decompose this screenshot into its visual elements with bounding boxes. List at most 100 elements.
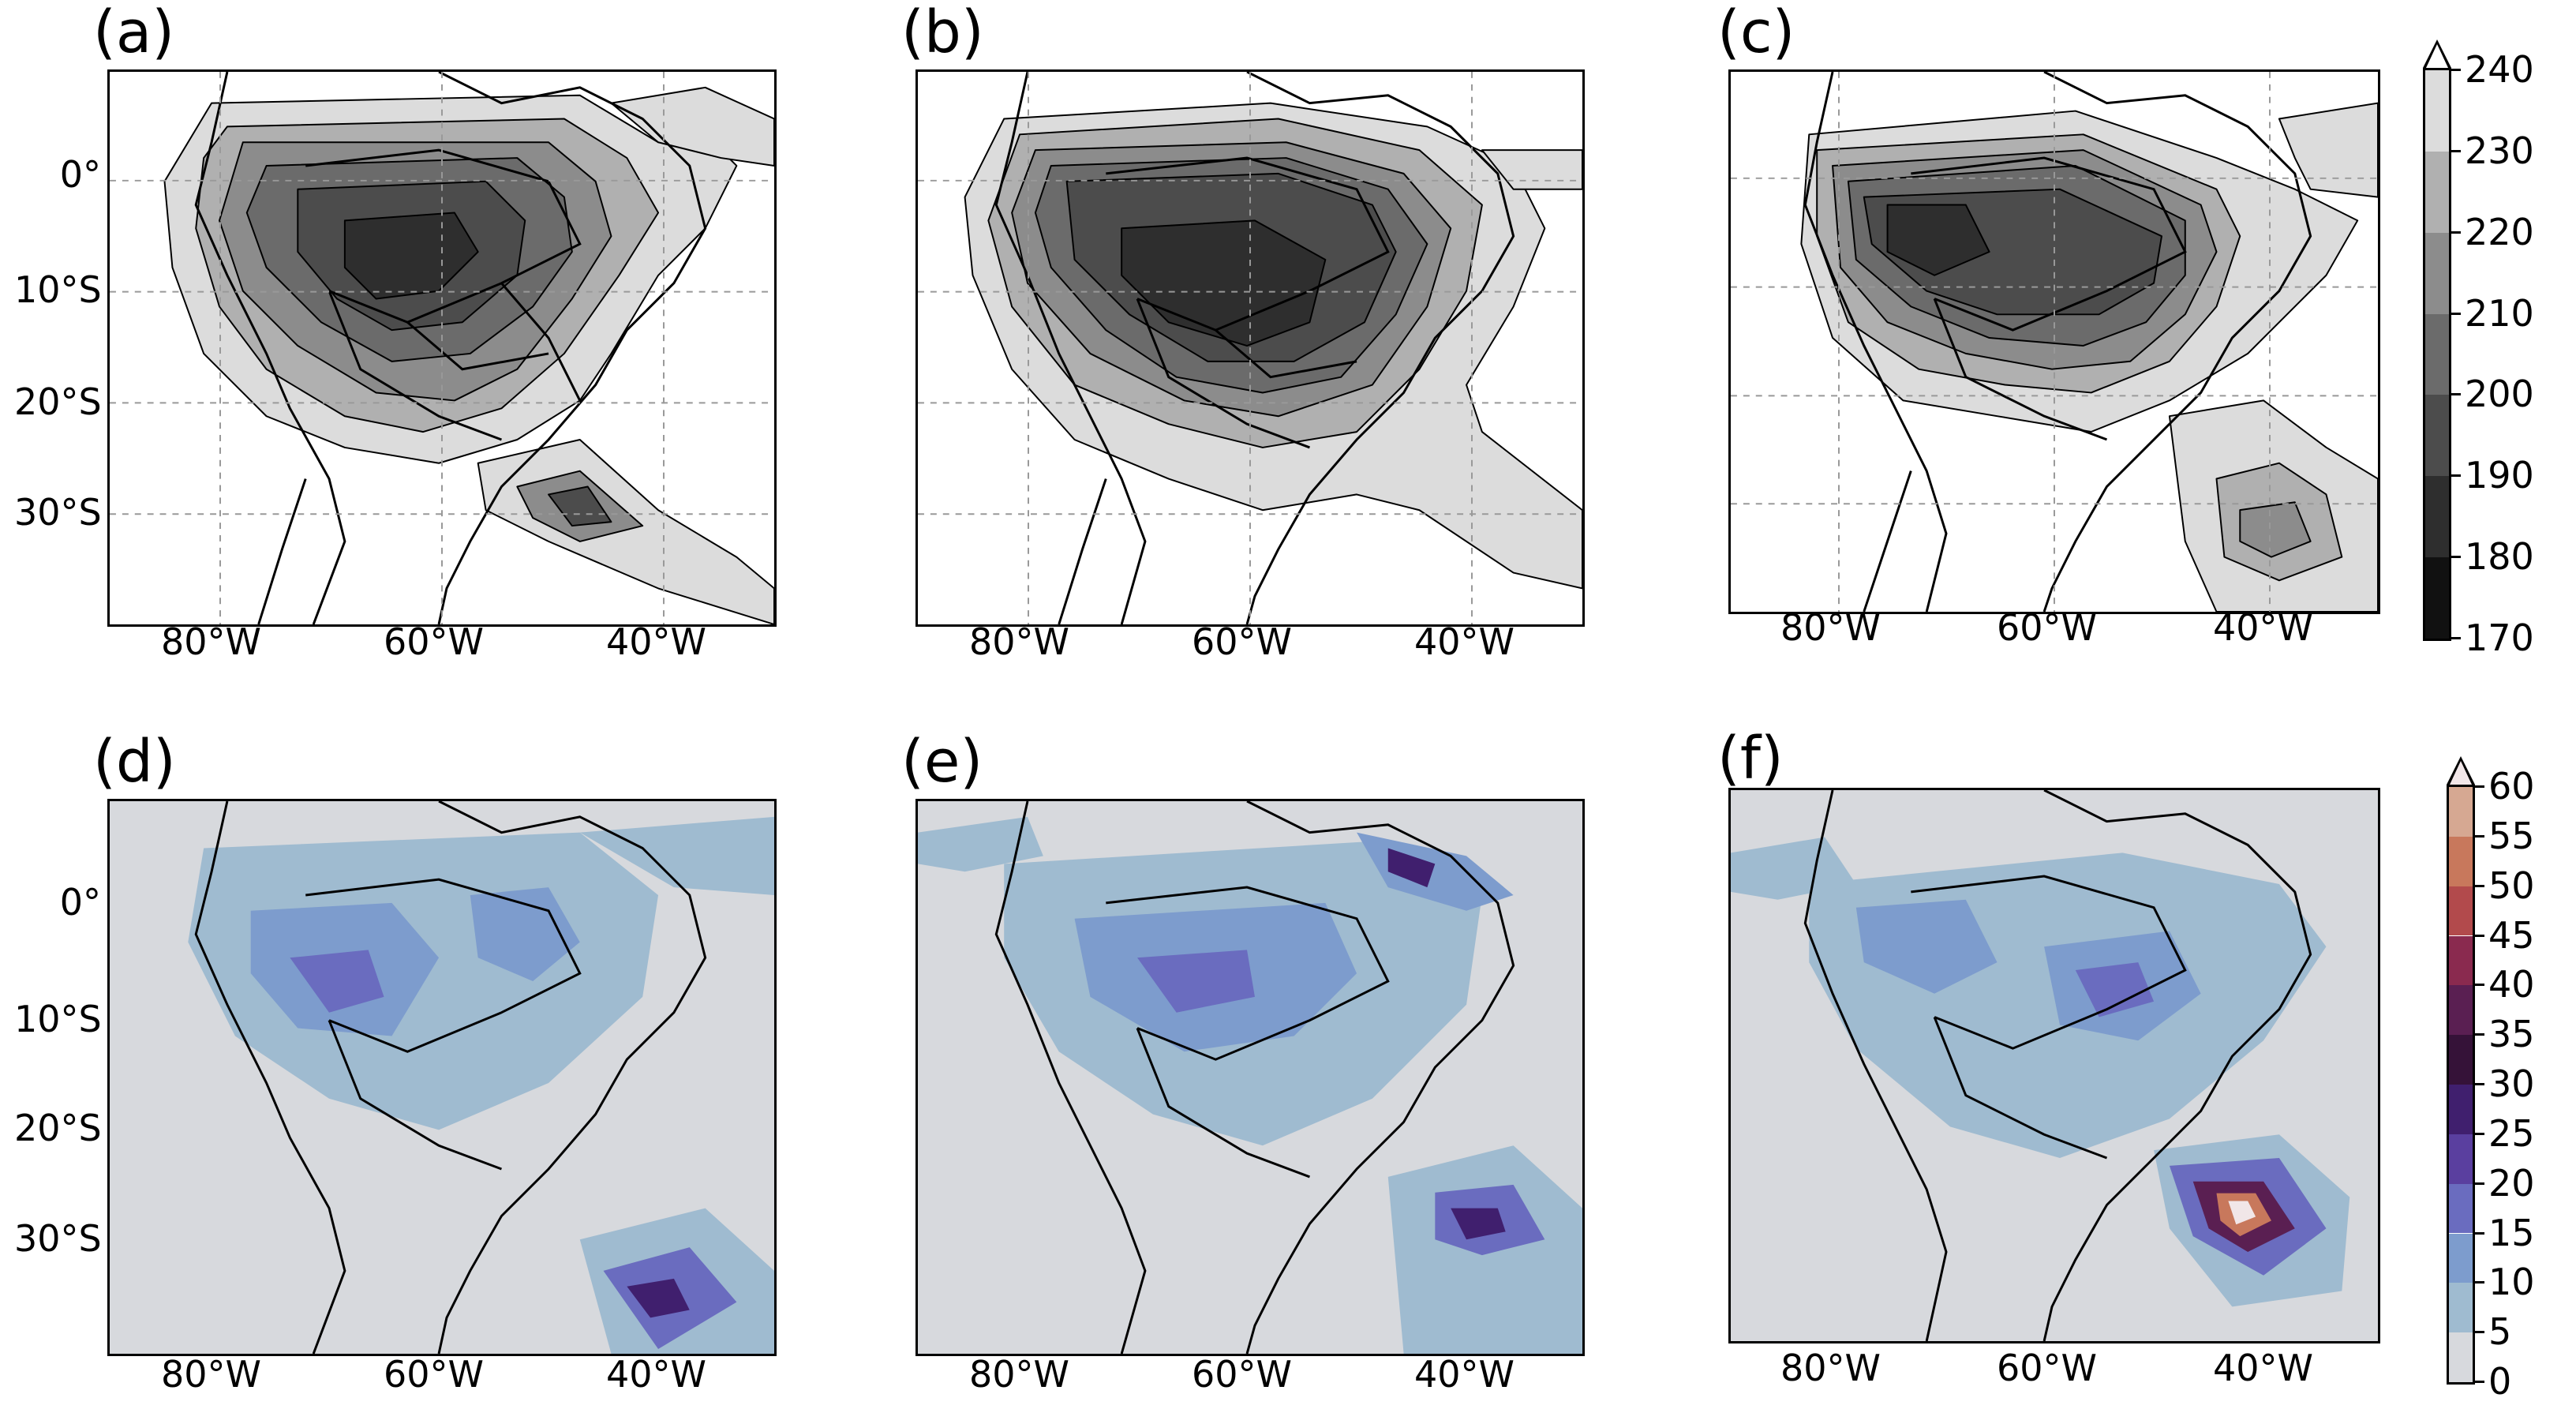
precip-colorbar-segment — [2449, 1183, 2473, 1234]
precip-colorbar-tick-label: 0 — [2488, 1360, 2512, 1403]
precip-field-e — [918, 801, 1582, 1354]
tb-colorbar-tick-mark — [2451, 393, 2461, 396]
tb-colorbar-segment — [2425, 313, 2449, 395]
tb-colorbar-tick-label: 190 — [2465, 454, 2534, 497]
tb-colorbar-tick-mark — [2451, 149, 2461, 152]
tb-colorbar-extend-triangle-fill — [2426, 44, 2448, 68]
panel-label-b: (b) — [901, 0, 984, 66]
precip-colorbar-tick-label: 40 — [2488, 963, 2535, 1006]
tb-colorbar-tick-mark — [2451, 474, 2461, 478]
precip-colorbar-tick-label: 45 — [2488, 913, 2535, 957]
precip-colorbar-tick-label: 10 — [2488, 1261, 2535, 1304]
tb-colorbar-tick-mark — [2451, 637, 2461, 639]
tb-colorbar-segment — [2425, 395, 2449, 477]
precip-colorbar-segment — [2449, 886, 2473, 936]
precip-colorbar-tick-label: 5 — [2488, 1310, 2512, 1354]
map-panel-f — [1728, 788, 2380, 1343]
precip-colorbar-tick-mark — [2475, 1381, 2484, 1383]
lon-label-60w: 60°W — [1997, 606, 2098, 649]
precip-colorbar-segment — [2449, 787, 2473, 837]
precip-colorbar-extend-triangle-fill — [2450, 761, 2472, 785]
lat-label-20s: 20°S — [14, 1107, 102, 1149]
lon-label-60w: 60°W — [384, 1353, 485, 1396]
precip-colorbar-tick-mark — [2475, 1231, 2484, 1235]
lat-label-30s: 30°S — [14, 491, 102, 534]
precip-colorbar-tick-mark — [2475, 1281, 2484, 1284]
map-panel-d — [107, 799, 777, 1356]
precip-colorbar-tick-mark — [2475, 1033, 2484, 1036]
tb-colorbar-segment — [2425, 557, 2449, 639]
lon-label-40w: 40°W — [1414, 620, 1515, 663]
lon-label-40w: 40°W — [606, 1353, 707, 1396]
lon-label-60w: 60°W — [384, 620, 485, 663]
tb-colorbar-tick-label: 210 — [2465, 291, 2534, 335]
tb-colorbar-tick-label: 200 — [2465, 373, 2534, 416]
precip-colorbar-tick-label: 35 — [2488, 1013, 2535, 1056]
tb-colorbar-segment — [2425, 476, 2449, 558]
panel-label-e: (e) — [901, 728, 983, 796]
precip-colorbar-segment — [2449, 1134, 2473, 1184]
lat-label-30s: 30°S — [14, 1217, 102, 1260]
panel-label-a: (a) — [93, 0, 175, 66]
precip-colorbar-segment — [2449, 1283, 2473, 1333]
lat-label-20s: 20°S — [14, 380, 102, 423]
precip-colorbar-tick-label: 55 — [2488, 814, 2535, 857]
lat-label-0: 0° — [59, 153, 101, 196]
precip-colorbar-tick-mark — [2475, 834, 2484, 838]
tb-colorbar-tick-mark — [2451, 312, 2461, 315]
tb-colorbar-tick-label: 170 — [2465, 616, 2534, 659]
precip-colorbar-tick-label: 50 — [2488, 864, 2535, 907]
lon-label-60w: 60°W — [1192, 620, 1293, 663]
precip-colorbar-tick-mark — [2475, 1182, 2484, 1185]
tb-colorbar: 170 180 190 200 210 220 230 240 — [2423, 51, 2534, 656]
precip-colorbar-tick-mark — [2475, 884, 2484, 887]
precip-field-d — [188, 801, 774, 1354]
lon-label-40w: 40°W — [2213, 606, 2314, 649]
precip-colorbar-segment — [2449, 836, 2473, 886]
tb-field-c — [1731, 72, 2378, 612]
precip-colorbar-segment — [2449, 1035, 2473, 1085]
tb-colorbar-segment — [2425, 232, 2449, 314]
precip-colorbar-segment — [2449, 1332, 2473, 1382]
panel-label-d: (d) — [93, 728, 176, 796]
panel-label-c: (c) — [1717, 0, 1795, 66]
precip-colorbar: 0 5 10 15 20 25 30 35 40 45 50 55 60 — [2447, 768, 2535, 1400]
tb-colorbar-tick-mark — [2451, 230, 2461, 234]
lon-label-80w: 80°W — [969, 620, 1070, 663]
lat-label-0: 0° — [59, 881, 101, 924]
panel-label-f: (f) — [1717, 725, 1784, 793]
precip-colorbar-tick-label: 30 — [2488, 1062, 2535, 1105]
tb-field-a — [110, 72, 774, 624]
lon-label-40w: 40°W — [1414, 1353, 1515, 1396]
precip-colorbar-segment — [2449, 1085, 2473, 1134]
precip-colorbar-tick-mark — [2475, 1331, 2484, 1334]
lat-label-10s: 10°S — [14, 268, 102, 311]
map-panel-b — [915, 69, 1585, 627]
precip-colorbar-tick-mark — [2475, 934, 2484, 937]
tb-colorbar-segment — [2425, 70, 2449, 152]
precip-field-f — [1731, 790, 2350, 1341]
lon-label-60w: 60°W — [1997, 1347, 2098, 1389]
lon-label-80w: 80°W — [1780, 606, 1881, 649]
precip-colorbar-tick-label: 25 — [2488, 1111, 2535, 1155]
lon-label-40w: 40°W — [606, 620, 707, 663]
precip-colorbar-tick-mark — [2475, 984, 2484, 987]
precip-colorbar-tick-label: 60 — [2488, 765, 2535, 808]
lon-label-60w: 60°W — [1192, 1353, 1293, 1396]
precip-colorbar-tick-label: 15 — [2488, 1211, 2535, 1254]
tb-colorbar-tick-mark — [2451, 556, 2461, 559]
map-panel-a — [107, 69, 777, 627]
tb-colorbar-tick-label: 230 — [2465, 129, 2534, 172]
lat-label-10s: 10°S — [14, 998, 102, 1040]
map-panel-c — [1728, 69, 2380, 614]
lon-label-80w: 80°W — [1780, 1347, 1881, 1389]
precip-colorbar-segment — [2449, 935, 2473, 986]
precip-colorbar-tick-mark — [2475, 785, 2484, 788]
lon-label-80w: 80°W — [161, 1353, 262, 1396]
lon-label-40w: 40°W — [2213, 1347, 2314, 1389]
tb-colorbar-tick-label: 220 — [2465, 210, 2534, 253]
precip-colorbar-segment — [2449, 985, 2473, 1036]
tb-colorbar-segment — [2425, 151, 2449, 233]
lon-label-80w: 80°W — [161, 620, 262, 663]
tb-colorbar-tick-mark — [2451, 69, 2461, 71]
